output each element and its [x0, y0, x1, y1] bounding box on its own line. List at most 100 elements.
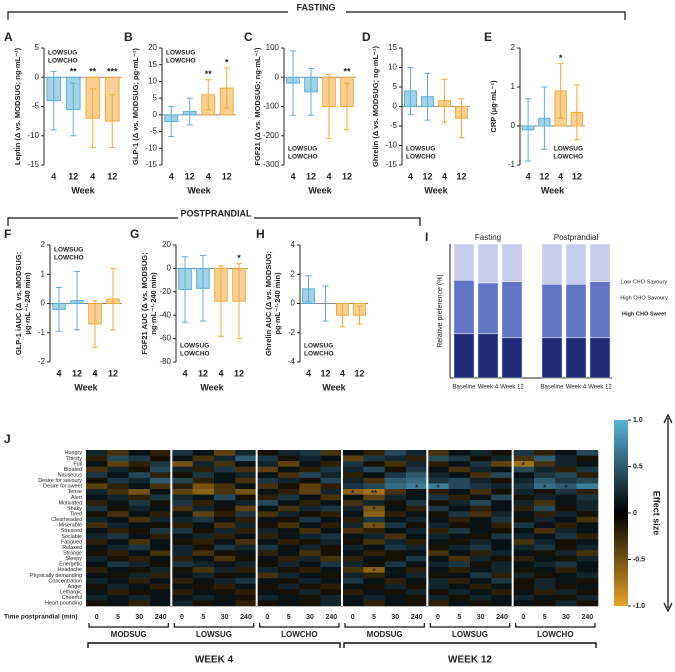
y-tick-label: -20 [159, 287, 171, 296]
heat-cell [448, 544, 471, 551]
heat-cell [342, 578, 364, 585]
heat-cell [107, 494, 129, 501]
heat-cell [235, 589, 257, 596]
y-tick-label: 2 [41, 240, 46, 249]
panel-label: B [124, 30, 133, 44]
heat-cell [512, 483, 535, 490]
heat-cell [128, 572, 151, 579]
heat-cell [491, 494, 513, 501]
heat-cell [342, 589, 364, 596]
error-bar [50, 70, 57, 131]
heat-cell [534, 589, 556, 596]
heat-cell [555, 594, 577, 601]
heat-cell [491, 528, 513, 534]
heat-cell [235, 461, 257, 468]
heat-cell [150, 461, 172, 468]
heat-cell [320, 544, 343, 551]
stack-segment [541, 283, 563, 339]
heat-cell [448, 589, 471, 596]
heat-cell [384, 578, 407, 585]
heat-cell [128, 544, 151, 551]
heat-cell [448, 489, 471, 495]
heat-cell [342, 494, 364, 501]
heat-cell [171, 466, 193, 473]
x-tick-label: 12 [185, 171, 195, 181]
y-tick-label: -10 [27, 131, 39, 140]
y-axis-label: μg·mL⁻¹·240 min) [23, 272, 32, 335]
row-label: Lethargic [60, 589, 82, 595]
heat-cell [192, 567, 215, 573]
y-tick-label: 0 [153, 110, 158, 119]
row-label: Tense [68, 489, 82, 495]
legend-entry: High CHO Savoury [620, 295, 668, 301]
heat-cell [256, 489, 279, 495]
row-label: Shaky [67, 506, 82, 512]
heat-cell [384, 594, 407, 601]
heat-cell [512, 561, 535, 568]
legend-entry: LOWSUG [54, 247, 83, 254]
legend-entry: LOWSUG [48, 50, 77, 57]
stack-segment [453, 243, 475, 281]
heat-cell [171, 477, 193, 484]
error-bar [70, 82, 77, 137]
x-tick-label: 4 [90, 171, 95, 181]
heat-cell [406, 466, 428, 473]
y-tick-label: 15 [388, 43, 397, 52]
colorbar-tick-label: 0 [633, 510, 637, 517]
heat-cell [86, 572, 108, 579]
heat-cell [576, 483, 599, 490]
significance: ** [89, 67, 97, 77]
heat-cell [150, 533, 172, 540]
heat-cell [107, 544, 129, 551]
heat-cell [320, 539, 343, 546]
heat-cell [107, 522, 129, 529]
heat-cell [363, 500, 385, 507]
heat-cell [171, 572, 193, 579]
legend-entry: LOWSUG [406, 146, 435, 153]
heat-cell [256, 472, 279, 479]
y-tick-label: -40 [159, 310, 171, 319]
heat-cell [299, 583, 321, 590]
condition-bracket [88, 623, 169, 628]
heat-cell [171, 544, 193, 551]
x-tick-label: 240 [325, 614, 337, 621]
heat-cell [406, 500, 428, 507]
heat-cell [256, 561, 279, 568]
error-bar [110, 267, 116, 331]
heat-cell [192, 450, 215, 456]
heat-cell [128, 494, 151, 501]
heat-cell [512, 544, 535, 551]
heat-cell [192, 589, 215, 596]
heat-cell [534, 511, 556, 518]
stack-segment [477, 243, 499, 284]
heat-cell [427, 500, 449, 507]
heat-cell [470, 600, 492, 607]
heat-cell [384, 494, 407, 501]
heat-cell [534, 539, 556, 546]
heat-cell [384, 461, 407, 468]
heat-cell [491, 572, 513, 579]
heat-cell [320, 578, 343, 585]
heat-cell [512, 572, 535, 579]
row-label: Headache [57, 567, 82, 573]
heat-cell [192, 494, 215, 501]
heat-cell [512, 600, 535, 607]
heat-cell [150, 511, 172, 518]
heat-cell [299, 472, 321, 479]
heat-cell [214, 583, 236, 590]
significance: * [237, 253, 241, 263]
heat-cell [128, 600, 151, 607]
heat-cell [534, 533, 556, 540]
heat-cell [278, 472, 300, 479]
heat-cell [491, 483, 513, 490]
row-label: Nauseous [58, 472, 83, 478]
x-tick-label: 12 [456, 171, 466, 181]
heat-cell [342, 472, 364, 479]
condition-label: MODSUG [111, 630, 147, 639]
heat-cell [491, 555, 513, 562]
header-bg [178, 208, 254, 220]
heat-cell [171, 494, 193, 501]
heat-cell [192, 572, 215, 579]
x-tick-label: 4 [326, 171, 331, 181]
stack-segment [541, 337, 563, 379]
